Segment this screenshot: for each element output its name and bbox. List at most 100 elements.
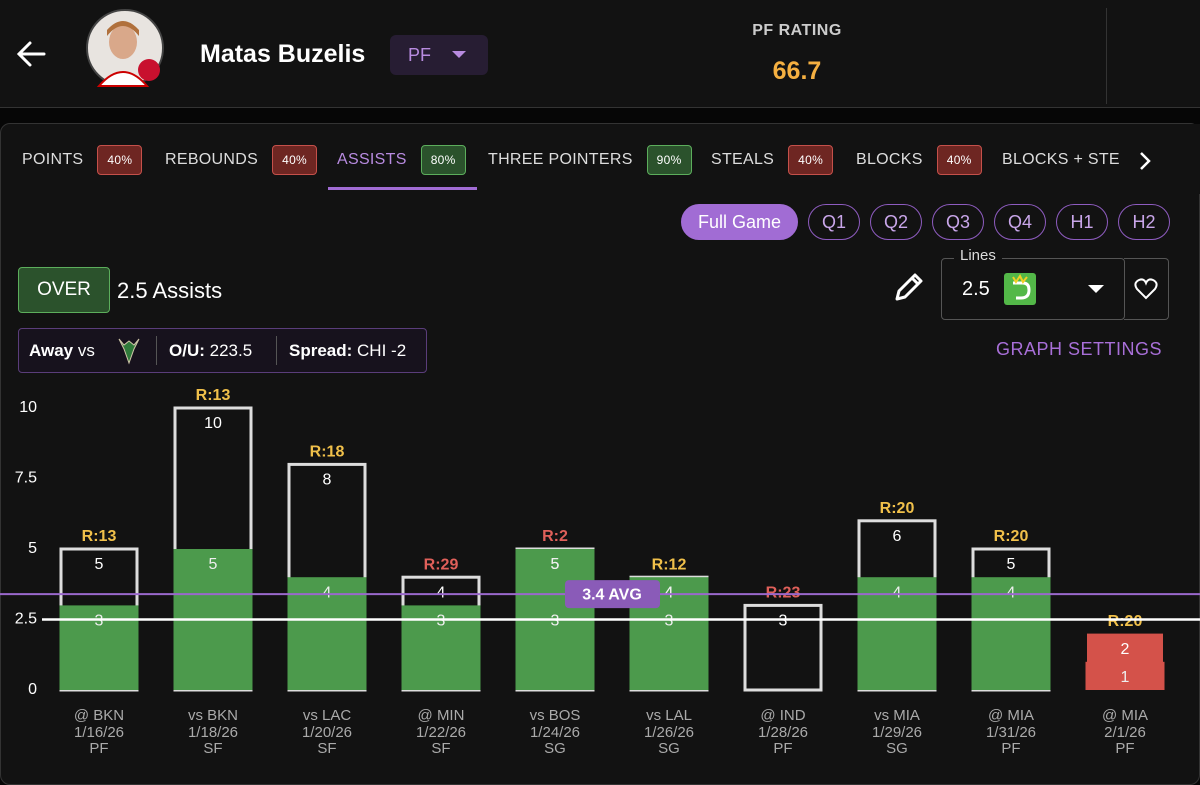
x-tick-position: PF — [1001, 740, 1020, 757]
bar — [857, 577, 937, 690]
tab-next[interactable] — [1138, 151, 1152, 171]
rank-label: R:20 — [880, 500, 915, 517]
x-tick-label: @ BKN — [74, 707, 124, 724]
x-tick-position: SG — [544, 740, 566, 757]
bar-label: 5 — [95, 556, 104, 573]
bar-label: 6 — [893, 528, 902, 545]
x-tick-label: @ MIA — [988, 707, 1034, 724]
header — [0, 0, 1200, 108]
tab-label: BLOCKS + STE — [1002, 151, 1120, 168]
y-tick-label: 2.5 — [15, 611, 37, 628]
ou-label: O/U: — [169, 341, 205, 360]
rank-label: R:20 — [1108, 613, 1143, 630]
rank-label: R:29 — [424, 556, 459, 573]
period-pill[interactable]: H2 — [1118, 204, 1170, 240]
rank-label: R:13 — [82, 528, 117, 545]
opponent-logo — [118, 338, 140, 365]
tab-badge: 40% — [272, 145, 318, 175]
period-pill[interactable]: Q4 — [994, 204, 1046, 240]
bar-outline — [743, 603, 823, 692]
tab-label: BLOCKS — [856, 151, 923, 168]
side-button[interactable]: OVER — [18, 267, 110, 313]
x-tick-date: 1/26/26 — [644, 724, 694, 741]
game-location: Away vs — [29, 341, 95, 361]
rank-label: R:13 — [196, 387, 231, 404]
x-tick-label: vs LAC — [303, 707, 352, 724]
over-under: O/U: 223.5 — [169, 341, 252, 361]
rank-label: R:2 — [542, 528, 568, 545]
period-label: H1 — [1070, 211, 1094, 232]
x-tick-date: 1/18/26 — [188, 724, 238, 741]
bar — [287, 577, 367, 690]
x-tick-date: 1/22/26 — [416, 724, 466, 741]
lines-dropdown[interactable] — [941, 258, 1125, 320]
caret — [1088, 285, 1104, 293]
tab[interactable]: POINTS 40% — [22, 145, 143, 175]
favorite-button[interactable] — [1124, 258, 1169, 320]
tab-fade — [1117, 124, 1200, 194]
side-label: OVER — [37, 279, 91, 300]
x-tick-position: SG — [886, 740, 908, 757]
tab-label: POINTS — [22, 151, 84, 168]
heart-icon — [1134, 278, 1158, 300]
x-tick-label: vs BOS — [530, 707, 581, 724]
period-pill[interactable]: Q1 — [808, 204, 860, 240]
game-info — [18, 328, 427, 373]
bar-label: 4 — [1007, 584, 1016, 601]
lines-value: 2.5 — [962, 278, 990, 300]
period-label: Full Game — [697, 211, 782, 232]
tab[interactable]: THREE POINTERS 90% — [488, 145, 692, 175]
spread-value: CHI -2 — [357, 341, 407, 360]
tab[interactable]: BLOCKS + STE — [1002, 145, 1120, 175]
graph-settings[interactable]: GRAPH SETTINGS — [995, 339, 1162, 359]
period-pill[interactable]: Q3 — [932, 204, 984, 240]
x-tick-label: @ MIA — [1102, 707, 1148, 724]
x-tick-date: 1/16/26 — [74, 724, 124, 741]
bar-label: 4 — [665, 584, 674, 601]
edit-icon[interactable] — [892, 270, 926, 304]
tab[interactable]: REBOUNDS 40% — [165, 145, 318, 175]
location: Away — [29, 341, 74, 360]
tab[interactable]: BLOCKS 40% — [856, 145, 982, 175]
period-pill[interactable]: Q2 — [870, 204, 922, 240]
bar-label: 1 — [1121, 669, 1130, 686]
bar-label: 3 — [551, 613, 560, 630]
tab[interactable]: ASSISTS 80% — [337, 145, 466, 175]
tab-badge: 40% — [936, 145, 982, 175]
tab-badge: 80% — [420, 145, 466, 175]
back-button[interactable] — [14, 38, 48, 70]
spread-label: Spread: — [289, 341, 353, 360]
rank-label: R:20 — [994, 528, 1029, 545]
period-label: Q1 — [821, 211, 846, 232]
bar-label: 4 — [893, 584, 902, 601]
average-pill — [565, 580, 660, 609]
x-tick-position: SF — [431, 740, 450, 757]
x-tick-position: SF — [203, 740, 222, 757]
ou-value: 223.5 — [209, 341, 253, 360]
period-pill[interactable]: Full Game — [681, 204, 798, 240]
bar-label: 5 — [1007, 556, 1016, 573]
bar — [971, 577, 1051, 690]
bar-label: 8 — [323, 472, 332, 489]
tab[interactable]: STEALS 40% — [711, 145, 834, 175]
period-label: Q4 — [1007, 211, 1032, 232]
bar-label: 4 — [437, 584, 446, 601]
x-tick-date: 1/29/26 — [872, 724, 922, 741]
vs: vs — [77, 341, 95, 360]
x-tick-date: 1/28/26 — [758, 724, 808, 741]
y-tick-label: 5 — [28, 540, 37, 557]
prop-line: 2.5 Assists — [117, 278, 223, 303]
lines-label: Lines — [954, 247, 1002, 264]
spread: Spread: CHI -2 — [289, 341, 406, 361]
y-tick-label: 7.5 — [15, 470, 37, 487]
x-tick-position: SF — [317, 740, 336, 757]
y-tick-label: 0 — [28, 681, 37, 698]
period-pill[interactable]: H1 — [1056, 204, 1108, 240]
position-dropdown[interactable]: PF — [390, 35, 488, 75]
y-tick-label: 10 — [19, 399, 37, 416]
x-tick-date: 1/20/26 — [302, 724, 352, 741]
x-tick-date: 1/24/26 — [530, 724, 580, 741]
player-name: Matas Buzelis — [200, 40, 366, 68]
